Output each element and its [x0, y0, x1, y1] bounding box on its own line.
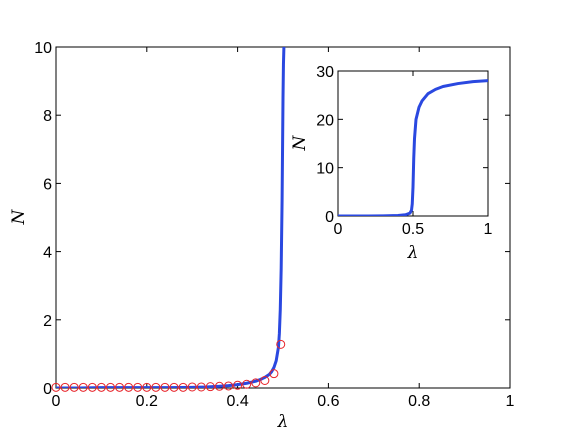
main-data-point [160, 382, 170, 392]
main-data-point [233, 380, 243, 390]
main-data-point [224, 381, 234, 391]
main-series-line [56, 47, 286, 388]
inset-y-tick-label: 20 [316, 112, 334, 129]
main-y-tick-label: 4 [43, 245, 52, 262]
main-data-point [115, 382, 125, 392]
main-data-point [169, 382, 179, 392]
inset-y-tick-label: 30 [316, 64, 334, 81]
main-data-point [51, 382, 61, 392]
inset-x-tick-label: 0 [334, 221, 343, 238]
main-y-tick-label: 8 [43, 108, 52, 125]
inset-x-axis-label: λ [407, 243, 419, 263]
inset-series-line [338, 79, 488, 216]
inset-y-tick-label: 0 [325, 209, 334, 226]
main-data-point [87, 382, 97, 392]
main-data-point [78, 382, 88, 392]
main-x-tick-label: 1 [506, 393, 515, 410]
main-data-point [251, 378, 261, 388]
inset-series [338, 79, 488, 216]
main-x-tick-label: 0.8 [408, 393, 430, 410]
inset-y-tick-label: 10 [316, 161, 334, 178]
main-data-point [151, 382, 161, 392]
main-data-point [96, 382, 106, 392]
main-data-point [187, 382, 197, 392]
main-data-point [60, 382, 70, 392]
inset-x-tick-label: 1 [484, 221, 493, 238]
main-data-point [269, 369, 279, 379]
main-data-point [142, 382, 152, 392]
main-data-point [178, 382, 188, 392]
main-y-tick-label: 2 [43, 313, 52, 330]
main-x-tick-label: 0.6 [317, 393, 339, 410]
main-x-tick-label: 0.4 [226, 393, 248, 410]
main-data-point [260, 376, 270, 385]
main-x-tick-label: 0 [52, 393, 61, 410]
main-y-axis-label: N [9, 208, 29, 225]
main-data-point [105, 382, 115, 392]
main-data-point [214, 381, 224, 391]
main-y-tick-label: 10 [34, 40, 52, 57]
main-x-tick-label: 0.2 [136, 393, 158, 410]
inset-y-axis-label: N [290, 134, 310, 151]
main-y-tick-label: 0 [43, 381, 52, 398]
main-data-point [133, 382, 143, 392]
main-data-point [196, 382, 206, 392]
main-x-axis-label: λ [277, 412, 289, 432]
main-y-tick-label: 6 [43, 176, 52, 193]
inset-x-tick-label: 0.5 [402, 221, 424, 238]
main-series [51, 47, 286, 392]
main-data-point [242, 379, 252, 389]
main-data-point [124, 382, 134, 392]
main-data-point [205, 382, 215, 392]
main-data-point [69, 382, 79, 392]
main-data-point [276, 339, 286, 349]
